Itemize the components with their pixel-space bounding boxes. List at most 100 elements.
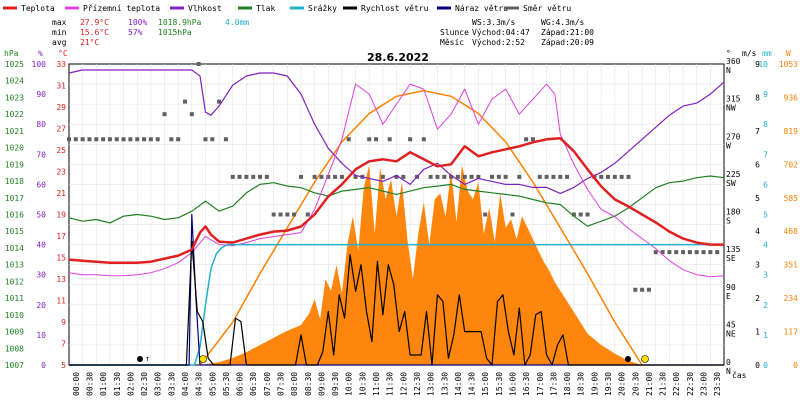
pressure-tick: 1021 — [5, 127, 24, 136]
humidity-tick: 50 — [36, 211, 46, 220]
time-tick: 23:00 — [700, 372, 709, 396]
sunset-marker — [641, 355, 649, 363]
time-tick: 07:00 — [263, 372, 272, 396]
humidity-tick: 80 — [36, 120, 46, 129]
time-tick: 20:30 — [631, 372, 640, 396]
rain-tick: 7 — [763, 150, 768, 159]
radiation-tick: 702 — [784, 160, 799, 169]
time-tick: 00:00 — [72, 372, 81, 396]
wind-direction-point — [312, 174, 317, 179]
wind-direction-point — [326, 174, 331, 179]
wind-direction-point — [196, 62, 201, 66]
humidity-tick: 40 — [36, 241, 46, 250]
wind-direction-point — [585, 212, 590, 217]
time-tick: 12:30 — [413, 372, 422, 396]
wind-tick: 1 — [755, 328, 760, 337]
wind-direction-point — [285, 212, 290, 217]
temperature-tick: 11 — [56, 297, 66, 306]
time-tick: 16:00 — [508, 372, 517, 396]
wind-direction-point — [182, 99, 187, 104]
rain-tick: 2 — [763, 301, 768, 310]
direction-tick: 360 — [726, 57, 741, 66]
wind-direction-point — [660, 250, 665, 255]
rain-tick: 1 — [763, 331, 768, 340]
direction-tick: S — [726, 217, 731, 226]
wind-direction-point — [114, 137, 119, 142]
time-tick: 08:30 — [304, 372, 313, 396]
info-sunrise: Východ:04:47 — [472, 28, 530, 37]
wind-direction-point — [681, 250, 686, 255]
time-tick: 02:00 — [126, 372, 135, 396]
humidity-tick: 60 — [36, 180, 46, 189]
wind-direction-point — [490, 174, 495, 179]
pressure-tick: 1025 — [5, 60, 24, 69]
legend-item: Přízemní teplota — [65, 4, 160, 13]
time-tick: 18:30 — [577, 372, 586, 396]
wind-direction-point — [189, 112, 194, 117]
rain-tick: 8 — [763, 120, 768, 129]
wind-direction-point — [653, 250, 658, 255]
time-tick: 08:00 — [290, 372, 299, 396]
direction-tick: SE — [726, 254, 736, 263]
time-tick: 04:00 — [181, 372, 190, 396]
wind-direction-point — [421, 137, 426, 142]
pressure-tick: 1017 — [5, 194, 24, 203]
wind-tick: 9 — [755, 60, 760, 69]
time-tick: 06:00 — [236, 372, 245, 396]
legend-label: Teplota — [21, 4, 55, 13]
time-tick: 14:00 — [454, 372, 463, 396]
wind-direction-point — [367, 137, 372, 142]
legend-label: Směr větru — [523, 4, 571, 13]
legend-label: Přízemní teplota — [83, 4, 160, 13]
series-humidity — [68, 69, 725, 194]
moon-arrow-icon: ↑ — [145, 354, 150, 363]
radiation-tick: 819 — [784, 127, 799, 136]
rain-tick: 4 — [763, 241, 768, 250]
info-sunset: Západ:21:00 — [541, 28, 594, 37]
time-tick: 19:30 — [604, 372, 613, 396]
unit-ms: m/s — [742, 49, 757, 58]
pressure-tick: 1016 — [5, 211, 24, 220]
wind-direction-point — [135, 137, 140, 142]
wind-tick: 8 — [755, 93, 760, 102]
wind-direction-point — [278, 212, 283, 217]
time-tick: 17:30 — [549, 372, 558, 396]
wind-direction-point — [496, 174, 501, 179]
wind-tick: 5 — [755, 194, 760, 203]
direction-tick: NE — [726, 329, 736, 338]
temperature-tick: 25 — [56, 146, 66, 155]
time-tick: 04:30 — [195, 372, 204, 396]
pressure-tick: 1019 — [5, 160, 24, 169]
direction-tick: N — [726, 66, 731, 75]
wind-direction-point — [449, 174, 454, 179]
wind-direction-point — [271, 212, 276, 217]
pressure-tick: 1007 — [5, 361, 24, 370]
temperature-tick: 5 — [61, 361, 66, 370]
wind-direction-point — [667, 250, 672, 255]
temperature-tick: 19 — [56, 211, 66, 220]
wind-direction-point — [121, 137, 126, 142]
time-tick: 20:00 — [618, 372, 627, 396]
humidity-tick: 20 — [36, 301, 46, 310]
pressure-tick: 1024 — [5, 77, 24, 86]
pressure-tick: 1012 — [5, 277, 24, 286]
radiation-tick: 234 — [784, 294, 799, 303]
time-tick: 10:00 — [345, 372, 354, 396]
unit-deg: ° — [726, 49, 731, 58]
time-tick: 07:30 — [277, 372, 286, 396]
wind-direction-point — [305, 212, 310, 217]
time-tick: 13:30 — [440, 372, 449, 396]
wind-direction-point — [558, 174, 563, 179]
stat-max-hum: 100% — [128, 18, 147, 27]
wind-direction-point — [217, 99, 222, 104]
time-tick: 02:30 — [140, 372, 149, 396]
time-tick: 03:30 — [167, 372, 176, 396]
temperature-tick: 23 — [56, 168, 66, 177]
stat-min-label: min — [52, 28, 67, 37]
series-temperature — [68, 136, 724, 264]
info-sun-label: Slunce — [440, 28, 469, 37]
wind-direction-point — [264, 174, 269, 179]
legend-label: Rychlost větru — [361, 4, 429, 13]
wind-direction-point — [708, 250, 713, 255]
